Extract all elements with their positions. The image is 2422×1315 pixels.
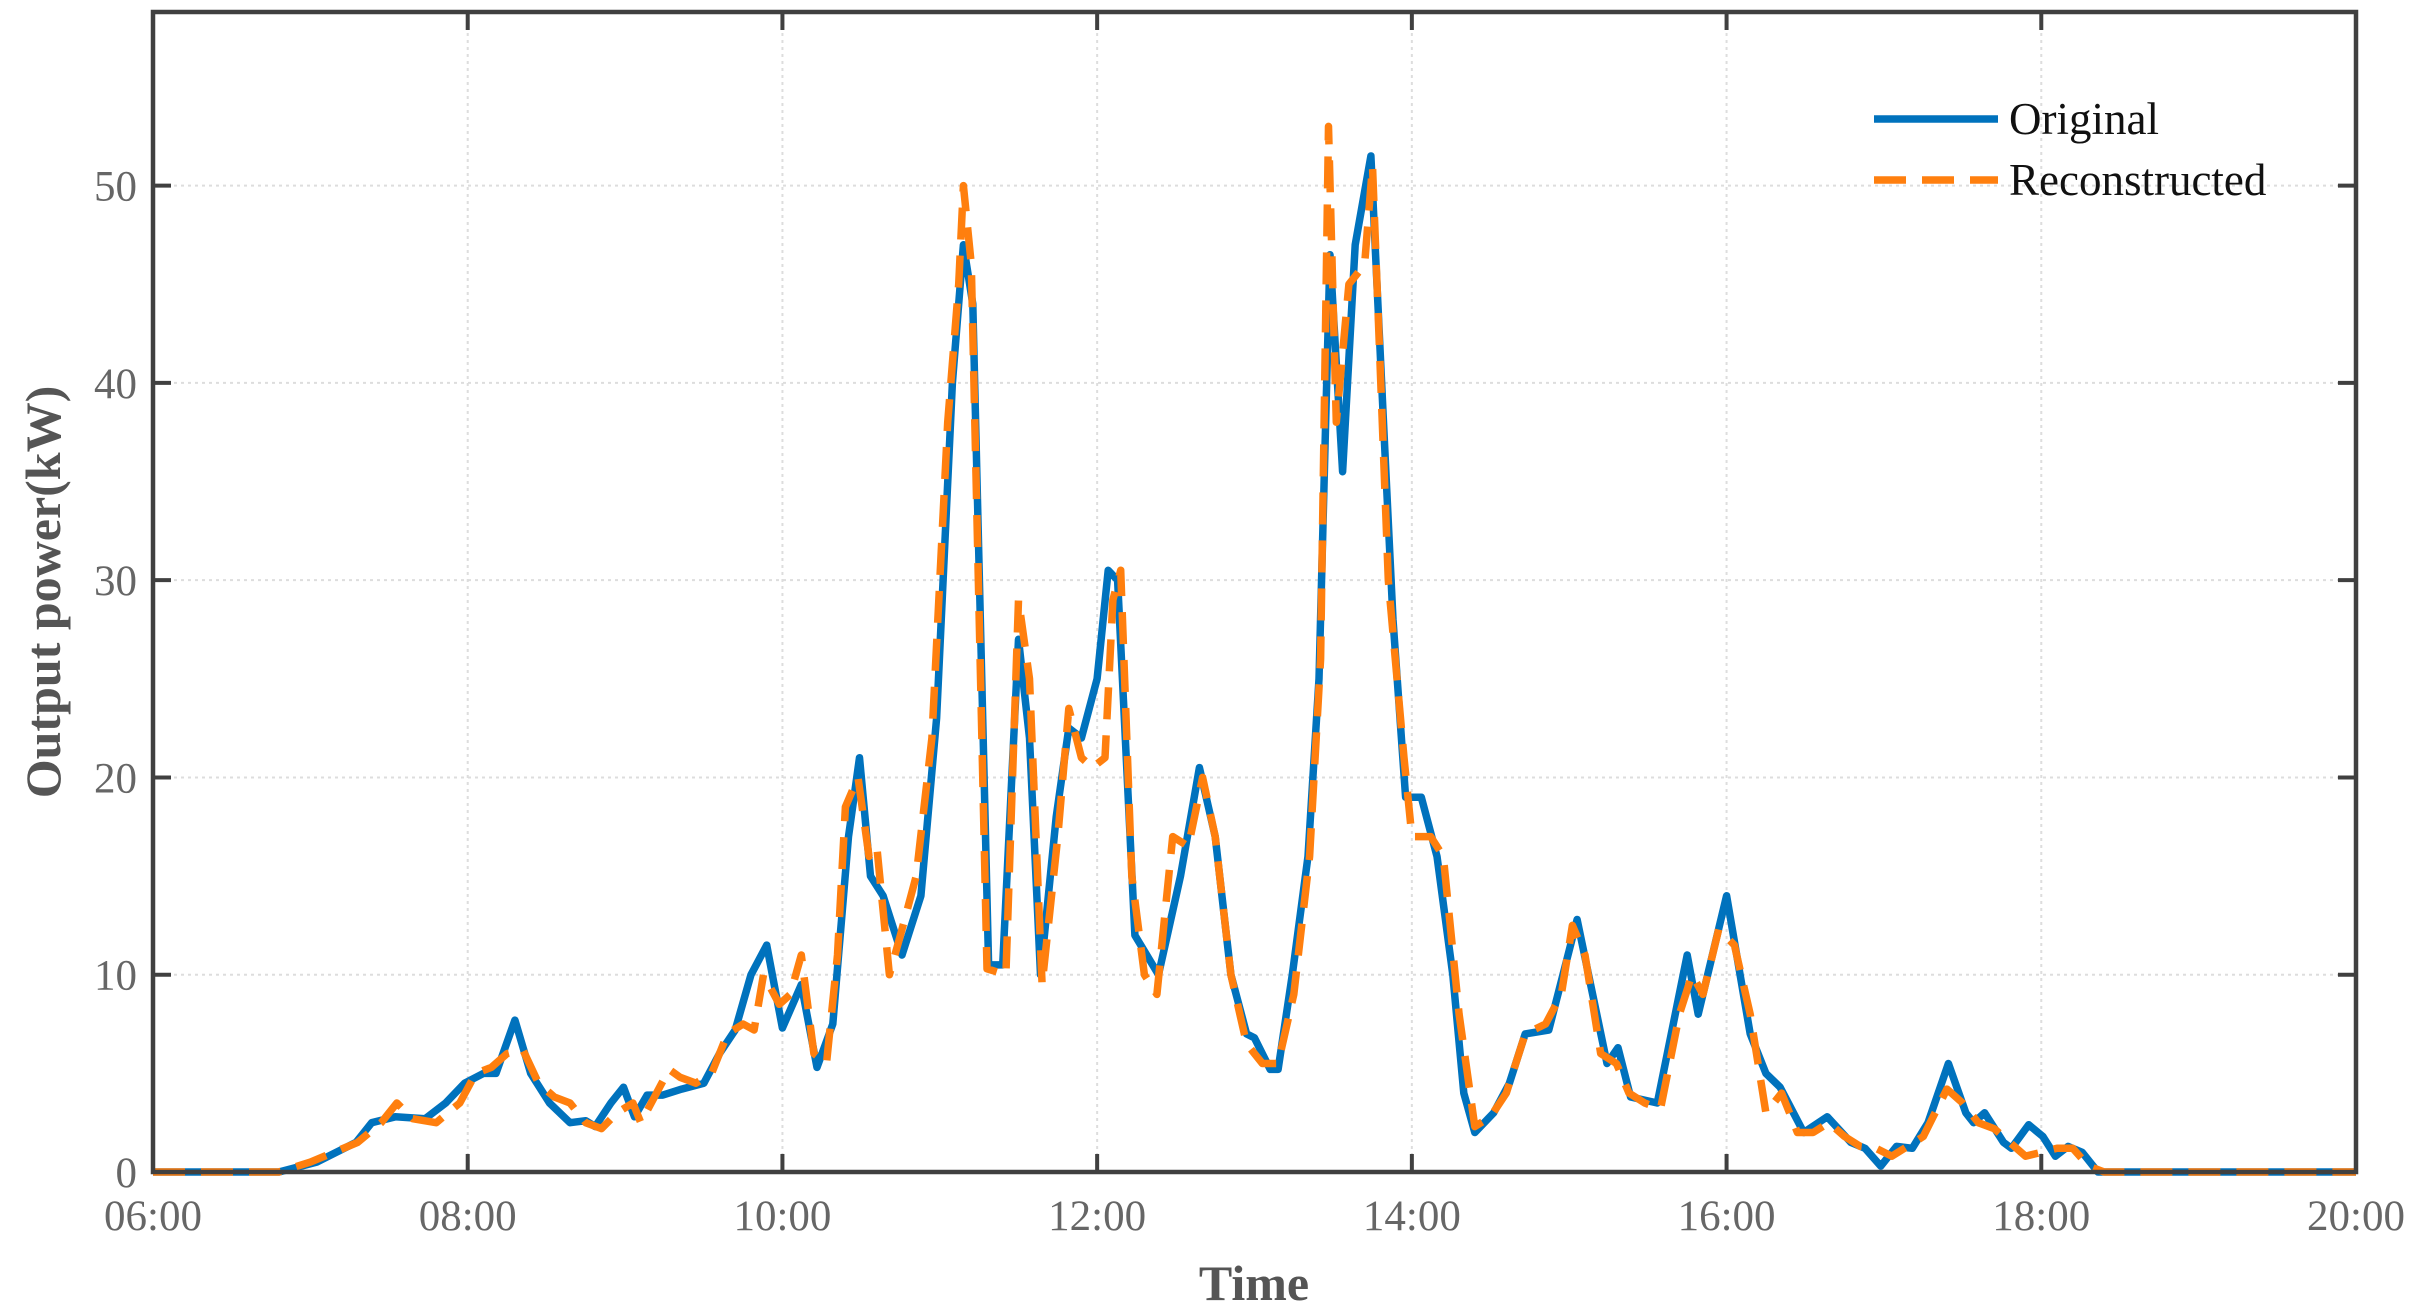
x-tick-label: 20:00 xyxy=(2307,1193,2405,1240)
x-tick-label: 10:00 xyxy=(733,1193,831,1240)
y-tick-label: 50 xyxy=(94,164,137,211)
series-line xyxy=(153,152,2356,1176)
x-tick-label: 18:00 xyxy=(1992,1193,2090,1240)
x-tick-label: 12:00 xyxy=(1048,1193,1146,1240)
y-tick-label: 20 xyxy=(94,755,137,802)
y-tick-label: 40 xyxy=(94,361,137,408)
y-axis-label: Output power(kW) xyxy=(15,386,71,799)
y-tick-label: 0 xyxy=(116,1150,138,1197)
x-tick-label: 16:00 xyxy=(1678,1193,1776,1240)
x-axis-label: Time xyxy=(1199,1255,1309,1311)
legend-label: Original xyxy=(2009,94,2159,144)
series-line xyxy=(153,122,2356,1176)
x-tick-label: 08:00 xyxy=(419,1193,517,1240)
x-tick-label: 14:00 xyxy=(1363,1193,1461,1240)
x-tick-label: 06:00 xyxy=(104,1193,202,1240)
plot-frame xyxy=(150,9,2359,1175)
y-tick-label: 10 xyxy=(94,953,137,1000)
y-tick-label: 30 xyxy=(94,558,137,605)
legend-label: Reconstructed xyxy=(2009,155,2266,205)
